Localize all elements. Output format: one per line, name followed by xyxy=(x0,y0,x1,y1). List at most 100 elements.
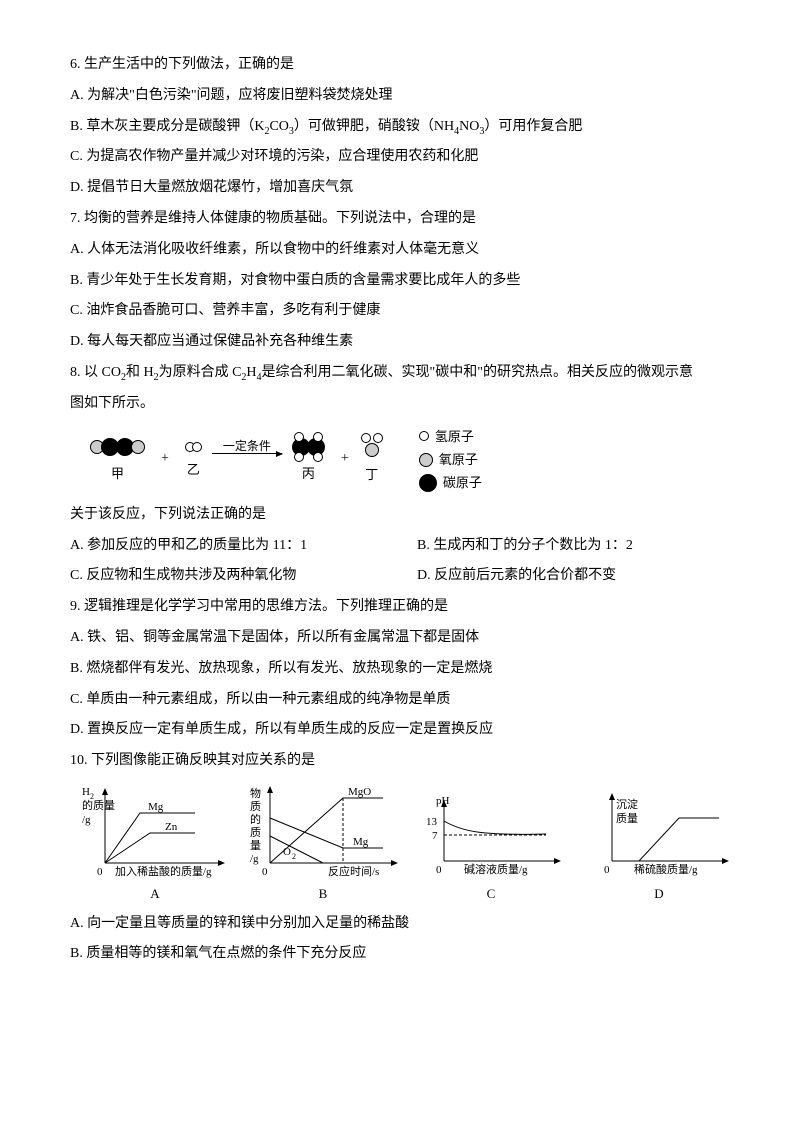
legend-o: 氧原子 xyxy=(439,448,478,471)
chart-A: H2 的质量 /g Mg Zn 0 加入稀盐酸的质量/g A xyxy=(80,783,230,909)
svg-text:/g: /g xyxy=(250,853,259,865)
q8-C: C. 反应物和生成物共涉及两种氧化物 xyxy=(70,561,377,592)
h-atom-icon xyxy=(419,431,429,441)
svg-text:Zn: Zn xyxy=(165,821,178,833)
label-bing: 丙 xyxy=(302,466,315,482)
chart-A-caption: A xyxy=(80,880,230,909)
q8-stem2: 图如下所示。 xyxy=(70,389,724,420)
q6-B-t1: B. 草木灰主要成分是碳酸钾（K xyxy=(70,119,264,134)
svg-text:2: 2 xyxy=(292,852,296,861)
label-ding: 丁 xyxy=(365,467,378,483)
svg-text:0: 0 xyxy=(436,864,442,876)
svg-text:物: 物 xyxy=(250,786,261,800)
mol-ding xyxy=(365,437,379,457)
label-yi: 乙 xyxy=(187,462,200,478)
q8-s5: 是综合利用二氧化碳、实现"碳中和"的研究热点。相关反应的微观示意 xyxy=(262,365,693,380)
chart-C-caption: C xyxy=(416,880,566,909)
h-atom-icon xyxy=(294,452,304,462)
label-jia: 甲 xyxy=(111,466,124,482)
h-atom-icon xyxy=(294,432,304,442)
q6-stem: 6. 生产生活中的下列做法，正确的是 xyxy=(70,50,724,81)
c-atom-icon xyxy=(419,474,437,492)
chart-D-caption: D xyxy=(584,880,734,909)
svg-text:7: 7 xyxy=(432,830,438,842)
q9-C: C. 单质由一种元素组成，所以由一种元素组成的纯净物是单质 xyxy=(70,685,724,716)
svg-text:H: H xyxy=(82,786,90,798)
svg-text:的质量: 的质量 xyxy=(82,798,115,812)
svg-text:加入稀盐酸的质量/g: 加入稀盐酸的质量/g xyxy=(115,864,212,878)
o-atom-icon xyxy=(131,440,145,454)
q8-s4: H xyxy=(246,365,256,380)
svg-text:MgO: MgO xyxy=(348,786,371,798)
q6-B-t5: ）可用作复合肥 xyxy=(484,119,582,134)
o-atom-icon xyxy=(419,453,433,467)
h-atom-icon xyxy=(361,433,371,443)
q10-A: A. 向一定量且等质量的锌和镁中分别加入足量的稀盐酸 xyxy=(70,909,724,940)
svg-text:0: 0 xyxy=(262,866,268,878)
svg-text:碱溶液质量/g: 碱溶液质量/g xyxy=(464,862,528,876)
q8-s1: 8. 以 CO xyxy=(70,365,121,380)
svg-text:13: 13 xyxy=(426,816,438,828)
svg-text:质量: 质量 xyxy=(616,812,638,825)
q7-D: D. 每人每天都应当通过保健品补充各种维生素 xyxy=(70,327,724,358)
o-atom-icon xyxy=(365,443,379,457)
q6-B: B. 草木灰主要成分是碳酸钾（K2CO3）可做钾肥，硝酸铵（NH4NO3）可用作… xyxy=(70,112,724,143)
svg-text:Mg: Mg xyxy=(148,801,164,813)
svg-text:反应时间/s: 反应时间/s xyxy=(328,864,379,878)
q6-B-t3: ）可做钾肥，硝酸铵（NH xyxy=(294,119,454,134)
h-atom-icon xyxy=(192,442,202,452)
q10-stem: 10. 下列图像能正确反映其对应关系的是 xyxy=(70,746,724,777)
q6-C: C. 为提高农作物产量并减少对环境的污染，应合理使用农药和化肥 xyxy=(70,142,724,173)
q8-legend: 氢原子 氧原子 碳原子 xyxy=(419,425,482,495)
q6-B-t2: CO xyxy=(269,119,288,134)
plus-icon: + xyxy=(341,451,349,468)
q8-A: A. 参加反应的甲和乙的质量比为 11：1 xyxy=(70,531,377,562)
q9-A: A. 铁、铝、铜等金属常温下是固体，所以所有金属常温下都是固体 xyxy=(70,623,724,654)
q6-A: A. 为解决"白色污染"问题，应将废旧塑料袋焚烧处理 xyxy=(70,81,724,112)
q7-C: C. 油炸食品香脆可口、营养丰富，多吃有利于健康 xyxy=(70,296,724,327)
q7-stem: 7. 均衡的营养是维持人体健康的物质基础。下列说法中，合理的是 xyxy=(70,204,724,235)
svg-text:沉淀: 沉淀 xyxy=(616,797,638,811)
mol-yi xyxy=(185,442,202,452)
q8-s2: 和 H xyxy=(126,365,154,380)
q7-A: A. 人体无法消化吸收纤维素，所以食物中的纤维素对人体毫无意义 xyxy=(70,235,724,266)
q8-q: 关于该反应，下列说法正确的是 xyxy=(70,500,724,531)
q8-B: B. 生成丙和丁的分子个数比为 1：2 xyxy=(417,531,724,562)
legend-h: 氢原子 xyxy=(435,425,474,448)
chart-C: pH 13 7 0 碱溶液质量/g C xyxy=(416,783,566,909)
q8-stem: 8. 以 CO2和 H2为原料合成 C2H4是综合利用二氧化碳、实现"碳中和"的… xyxy=(70,358,724,389)
q6-B-t4: NO xyxy=(459,119,479,134)
chart-B-caption: B xyxy=(248,880,398,909)
q9-stem: 9. 逻辑推理是化学学习中常用的思维方法。下列推理正确的是 xyxy=(70,592,724,623)
h-atom-icon xyxy=(313,452,323,462)
mol-bing xyxy=(292,438,325,456)
mol-jia xyxy=(90,438,145,456)
svg-text:0: 0 xyxy=(604,864,610,876)
svg-text:质: 质 xyxy=(250,800,261,813)
chart-D: 沉淀 质量 0 稀硫酸质量/g D xyxy=(584,783,734,909)
q8-D: D. 反应前后元素的化合价都不变 xyxy=(417,561,724,592)
q6-D: D. 提倡节日大量燃放烟花爆竹，增加喜庆气氛 xyxy=(70,173,724,204)
chart-B: 物 质 的 质 量 /g MgO Mg O2 0 反应时间/s B xyxy=(248,783,398,909)
legend-c: 碳原子 xyxy=(443,471,482,494)
h-atom-icon xyxy=(313,432,323,442)
svg-text:Mg: Mg xyxy=(353,836,369,848)
q10-charts: H2 的质量 /g Mg Zn 0 加入稀盐酸的质量/g A 物 质 的 质 量… xyxy=(80,783,724,909)
q8-diagram: 甲 + 乙 一定条件 丙 + 丁 氢原子 氧原子 xyxy=(90,425,724,495)
q7-B: B. 青少年处于生长发育期，对食物中蛋白质的含量需求要比成年人的多些 xyxy=(70,266,724,297)
svg-text:0: 0 xyxy=(97,866,103,878)
q9-B: B. 燃烧都伴有发光、放热现象，所以有发光、放热现象的一定是燃烧 xyxy=(70,654,724,685)
svg-text:质: 质 xyxy=(250,826,261,839)
arrow-label: 一定条件 xyxy=(212,439,282,453)
plus-icon: + xyxy=(161,451,169,468)
svg-text:/g: /g xyxy=(82,814,91,826)
svg-text:稀硫酸质量/g: 稀硫酸质量/g xyxy=(634,862,698,876)
h-atom-icon xyxy=(373,433,383,443)
svg-text:O: O xyxy=(283,846,291,858)
svg-text:量: 量 xyxy=(250,839,261,852)
svg-text:的: 的 xyxy=(250,812,261,826)
q10-B: B. 质量相等的镁和氧气在点燃的条件下充分反应 xyxy=(70,939,724,970)
q8-s3: 为原料合成 C xyxy=(159,365,242,380)
arrow-icon xyxy=(212,453,282,455)
q9-D: D. 置换反应一定有单质生成，所以有单质生成的反应一定是置换反应 xyxy=(70,715,724,746)
